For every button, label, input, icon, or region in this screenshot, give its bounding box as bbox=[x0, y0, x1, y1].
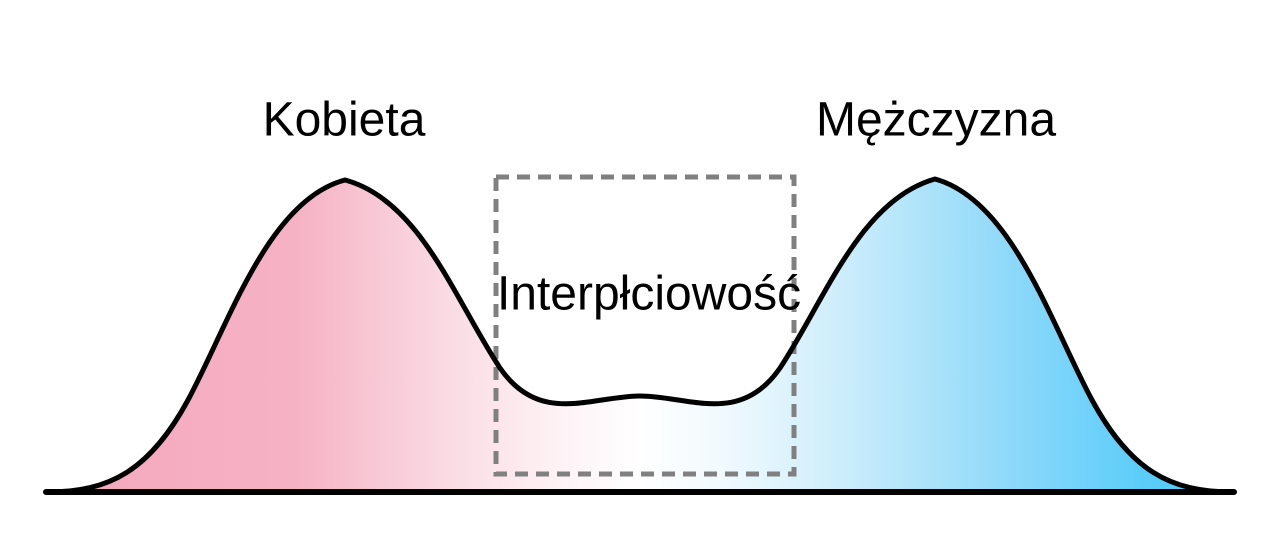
male-area bbox=[640, 179, 1232, 492]
intersex-highlight-box bbox=[493, 174, 797, 477]
label-intersex: Interpłciowość bbox=[497, 268, 801, 321]
label-male: Mężczyzna bbox=[816, 94, 1056, 147]
label-female: Kobieta bbox=[263, 94, 426, 147]
distribution-curve bbox=[45, 176, 1235, 495]
female-area bbox=[48, 180, 640, 492]
